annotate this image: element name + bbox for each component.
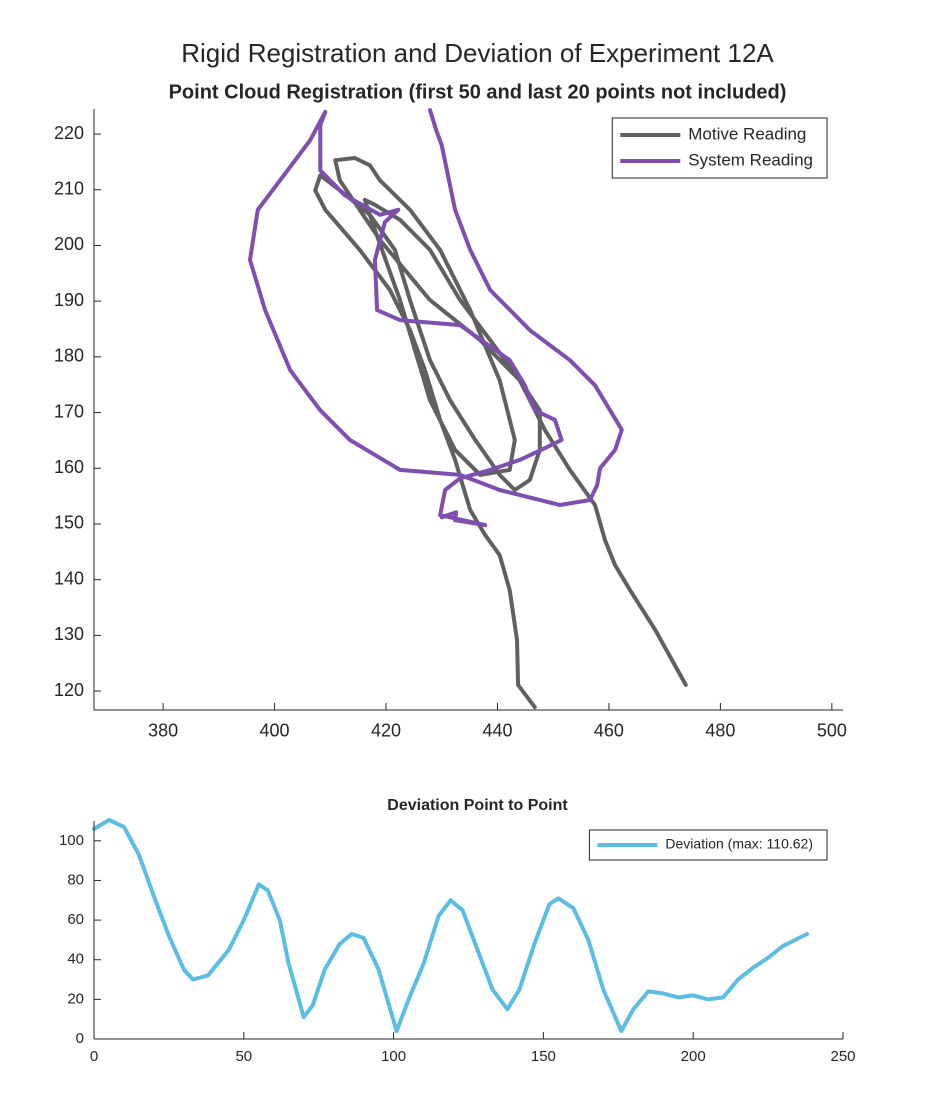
y-tick-label: 60	[67, 911, 84, 928]
chart-title: Deviation Point to Point	[387, 797, 568, 814]
legend-box	[611, 117, 828, 179]
series-line	[313, 156, 688, 710]
legend-label: Motive Reading	[688, 124, 806, 143]
y-tick-label: 140	[54, 568, 84, 588]
x-tick-label: 0	[90, 1048, 98, 1065]
y-tick-label: 20	[67, 990, 84, 1007]
y-tick-label: 40	[67, 951, 84, 968]
series-line	[92, 818, 809, 1034]
series-line	[248, 108, 624, 528]
y-tick-label: 80	[67, 871, 84, 888]
y-tick-label: 100	[59, 832, 84, 849]
y-tick-label: 160	[54, 457, 84, 477]
x-tick-label: 500	[817, 720, 847, 740]
x-tick-label: 400	[260, 720, 290, 740]
y-tick-label: 200	[54, 234, 84, 254]
x-tick-label: 440	[482, 720, 512, 740]
x-tick-label: 50	[235, 1048, 252, 1065]
legend-label: System Reading	[688, 150, 813, 169]
chart-subtitle: Point Cloud Registration (first 50 and l…	[169, 81, 787, 103]
x-tick-label: 150	[531, 1048, 556, 1065]
y-tick-label: 0	[76, 1030, 84, 1047]
x-tick-label: 380	[148, 720, 178, 740]
x-tick-label: 460	[594, 720, 624, 740]
y-tick-label: 170	[54, 401, 84, 421]
x-tick-label: 250	[830, 1048, 855, 1065]
y-tick-label: 190	[54, 290, 84, 310]
y-tick-label: 220	[54, 123, 84, 143]
legend-label: Deviation (max: 110.62)	[665, 836, 813, 852]
x-tick-label: 420	[371, 720, 401, 740]
y-tick-label: 180	[54, 346, 84, 366]
y-tick-label: 130	[54, 624, 84, 644]
chart-title: Rigid Registration and Deviation of Expe…	[181, 38, 774, 68]
x-tick-label: 200	[681, 1048, 706, 1065]
y-tick-label: 120	[54, 680, 84, 700]
x-tick-label: 100	[381, 1048, 406, 1065]
y-tick-label: 210	[54, 179, 84, 199]
y-tick-label: 150	[54, 513, 84, 533]
x-tick-label: 480	[705, 720, 735, 740]
